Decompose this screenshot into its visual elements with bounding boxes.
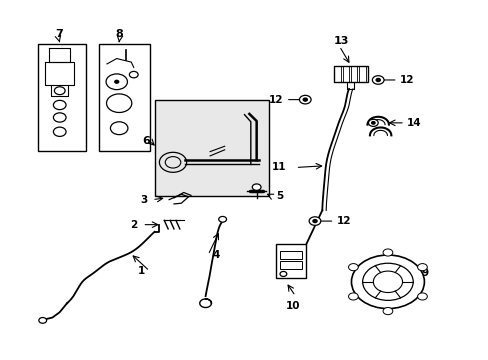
Bar (334, 66, 340, 82)
Circle shape (417, 293, 427, 300)
Circle shape (280, 271, 286, 276)
Bar (342, 66, 348, 82)
Circle shape (106, 74, 127, 90)
Text: 4: 4 (212, 250, 220, 260)
Bar (276, 244, 305, 278)
Text: 11: 11 (271, 162, 285, 172)
Circle shape (53, 100, 66, 110)
Circle shape (372, 271, 402, 293)
Circle shape (382, 307, 392, 315)
Circle shape (252, 184, 261, 190)
Circle shape (375, 78, 380, 81)
Circle shape (106, 94, 132, 112)
Text: 10: 10 (285, 301, 300, 311)
Circle shape (368, 119, 377, 126)
Circle shape (417, 264, 427, 271)
Text: 13: 13 (333, 36, 349, 46)
Text: 9: 9 (421, 268, 428, 278)
Text: 3: 3 (140, 195, 147, 204)
Text: 12: 12 (399, 75, 414, 85)
Circle shape (351, 255, 424, 309)
Circle shape (371, 122, 374, 124)
Text: 8: 8 (116, 29, 123, 39)
Circle shape (312, 220, 316, 222)
Bar (350, 66, 357, 82)
Circle shape (382, 249, 392, 256)
Text: 14: 14 (406, 118, 420, 128)
Circle shape (218, 216, 226, 222)
Circle shape (308, 217, 320, 225)
Circle shape (115, 80, 119, 83)
Bar (154, 100, 268, 196)
Bar (359, 66, 365, 82)
Circle shape (54, 87, 65, 95)
Text: 6: 6 (142, 136, 149, 146)
Bar (280, 251, 302, 258)
Circle shape (348, 264, 358, 271)
Circle shape (299, 95, 310, 104)
Circle shape (165, 157, 181, 168)
Circle shape (303, 98, 306, 101)
Circle shape (372, 76, 383, 84)
Bar (38, 44, 86, 152)
Circle shape (110, 122, 128, 135)
Circle shape (129, 71, 138, 78)
Circle shape (362, 263, 412, 300)
Circle shape (39, 318, 46, 323)
Text: 12: 12 (336, 216, 351, 226)
Circle shape (159, 152, 186, 172)
Text: 12: 12 (268, 95, 283, 105)
Text: 5: 5 (276, 191, 283, 201)
Text: 1: 1 (137, 266, 144, 276)
Circle shape (53, 127, 66, 136)
Circle shape (53, 113, 66, 122)
Bar (280, 261, 302, 269)
Text: 2: 2 (130, 220, 137, 230)
Bar (334, 66, 367, 82)
Bar (99, 44, 149, 152)
Text: 7: 7 (55, 29, 62, 39)
Circle shape (348, 293, 358, 300)
